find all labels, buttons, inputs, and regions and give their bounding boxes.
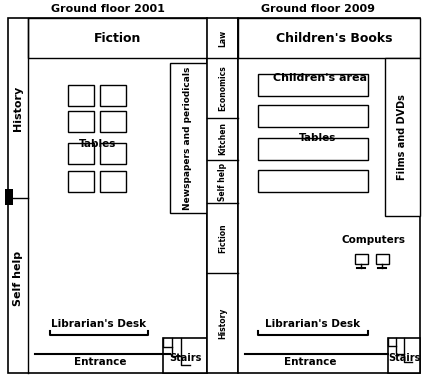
Bar <box>257 74 367 96</box>
Bar <box>68 111 94 132</box>
Text: Stairs: Stairs <box>387 353 419 363</box>
Bar <box>354 254 367 264</box>
Bar <box>163 338 207 373</box>
Bar <box>5 189 13 205</box>
Bar <box>375 254 388 264</box>
Text: Fiction: Fiction <box>94 31 141 45</box>
Bar <box>8 18 207 373</box>
Bar <box>68 143 94 164</box>
Bar <box>384 58 419 216</box>
Text: Self help: Self help <box>13 250 23 306</box>
Text: Ground floor 2009: Ground floor 2009 <box>260 4 374 14</box>
Bar <box>100 143 126 164</box>
Bar <box>237 18 419 58</box>
Text: Newspapers and periodicals: Newspapers and periodicals <box>183 66 192 210</box>
Text: Tables: Tables <box>299 133 336 143</box>
Bar <box>170 63 207 213</box>
Bar <box>257 138 367 160</box>
Text: History: History <box>218 307 227 339</box>
Text: Economics: Economics <box>218 65 227 111</box>
Text: Children's Books: Children's Books <box>275 31 391 45</box>
Bar <box>100 85 126 106</box>
Bar <box>28 18 207 58</box>
Text: Entrance: Entrance <box>74 357 126 367</box>
Bar <box>100 111 126 132</box>
Bar <box>68 171 94 192</box>
Text: Librarian's Desk: Librarian's Desk <box>51 319 146 329</box>
Text: Fiction: Fiction <box>218 223 227 253</box>
Text: Stairs: Stairs <box>168 353 201 363</box>
Text: Law: Law <box>218 29 227 47</box>
Text: Films and DVDs: Films and DVDs <box>396 94 406 180</box>
Bar <box>237 18 419 373</box>
Bar <box>257 105 367 127</box>
Text: Computers: Computers <box>341 235 405 245</box>
Bar <box>387 338 419 373</box>
Text: History: History <box>13 85 23 131</box>
Bar <box>207 18 237 373</box>
Bar <box>68 85 94 106</box>
Text: Tables: Tables <box>79 139 116 149</box>
Bar <box>257 170 367 192</box>
Bar <box>100 171 126 192</box>
Text: Ground floor 2001: Ground floor 2001 <box>51 4 164 14</box>
Text: Children's area: Children's area <box>272 73 366 83</box>
Text: Entrance: Entrance <box>283 357 335 367</box>
Text: Kitchen: Kitchen <box>218 123 227 156</box>
Text: Librarian's Desk: Librarian's Desk <box>265 319 360 329</box>
Text: Self help: Self help <box>218 163 227 201</box>
